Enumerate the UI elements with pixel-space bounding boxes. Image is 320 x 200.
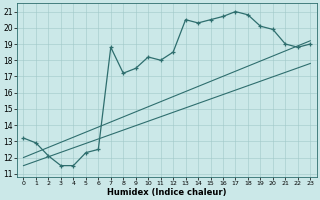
X-axis label: Humidex (Indice chaleur): Humidex (Indice chaleur) (107, 188, 227, 197)
